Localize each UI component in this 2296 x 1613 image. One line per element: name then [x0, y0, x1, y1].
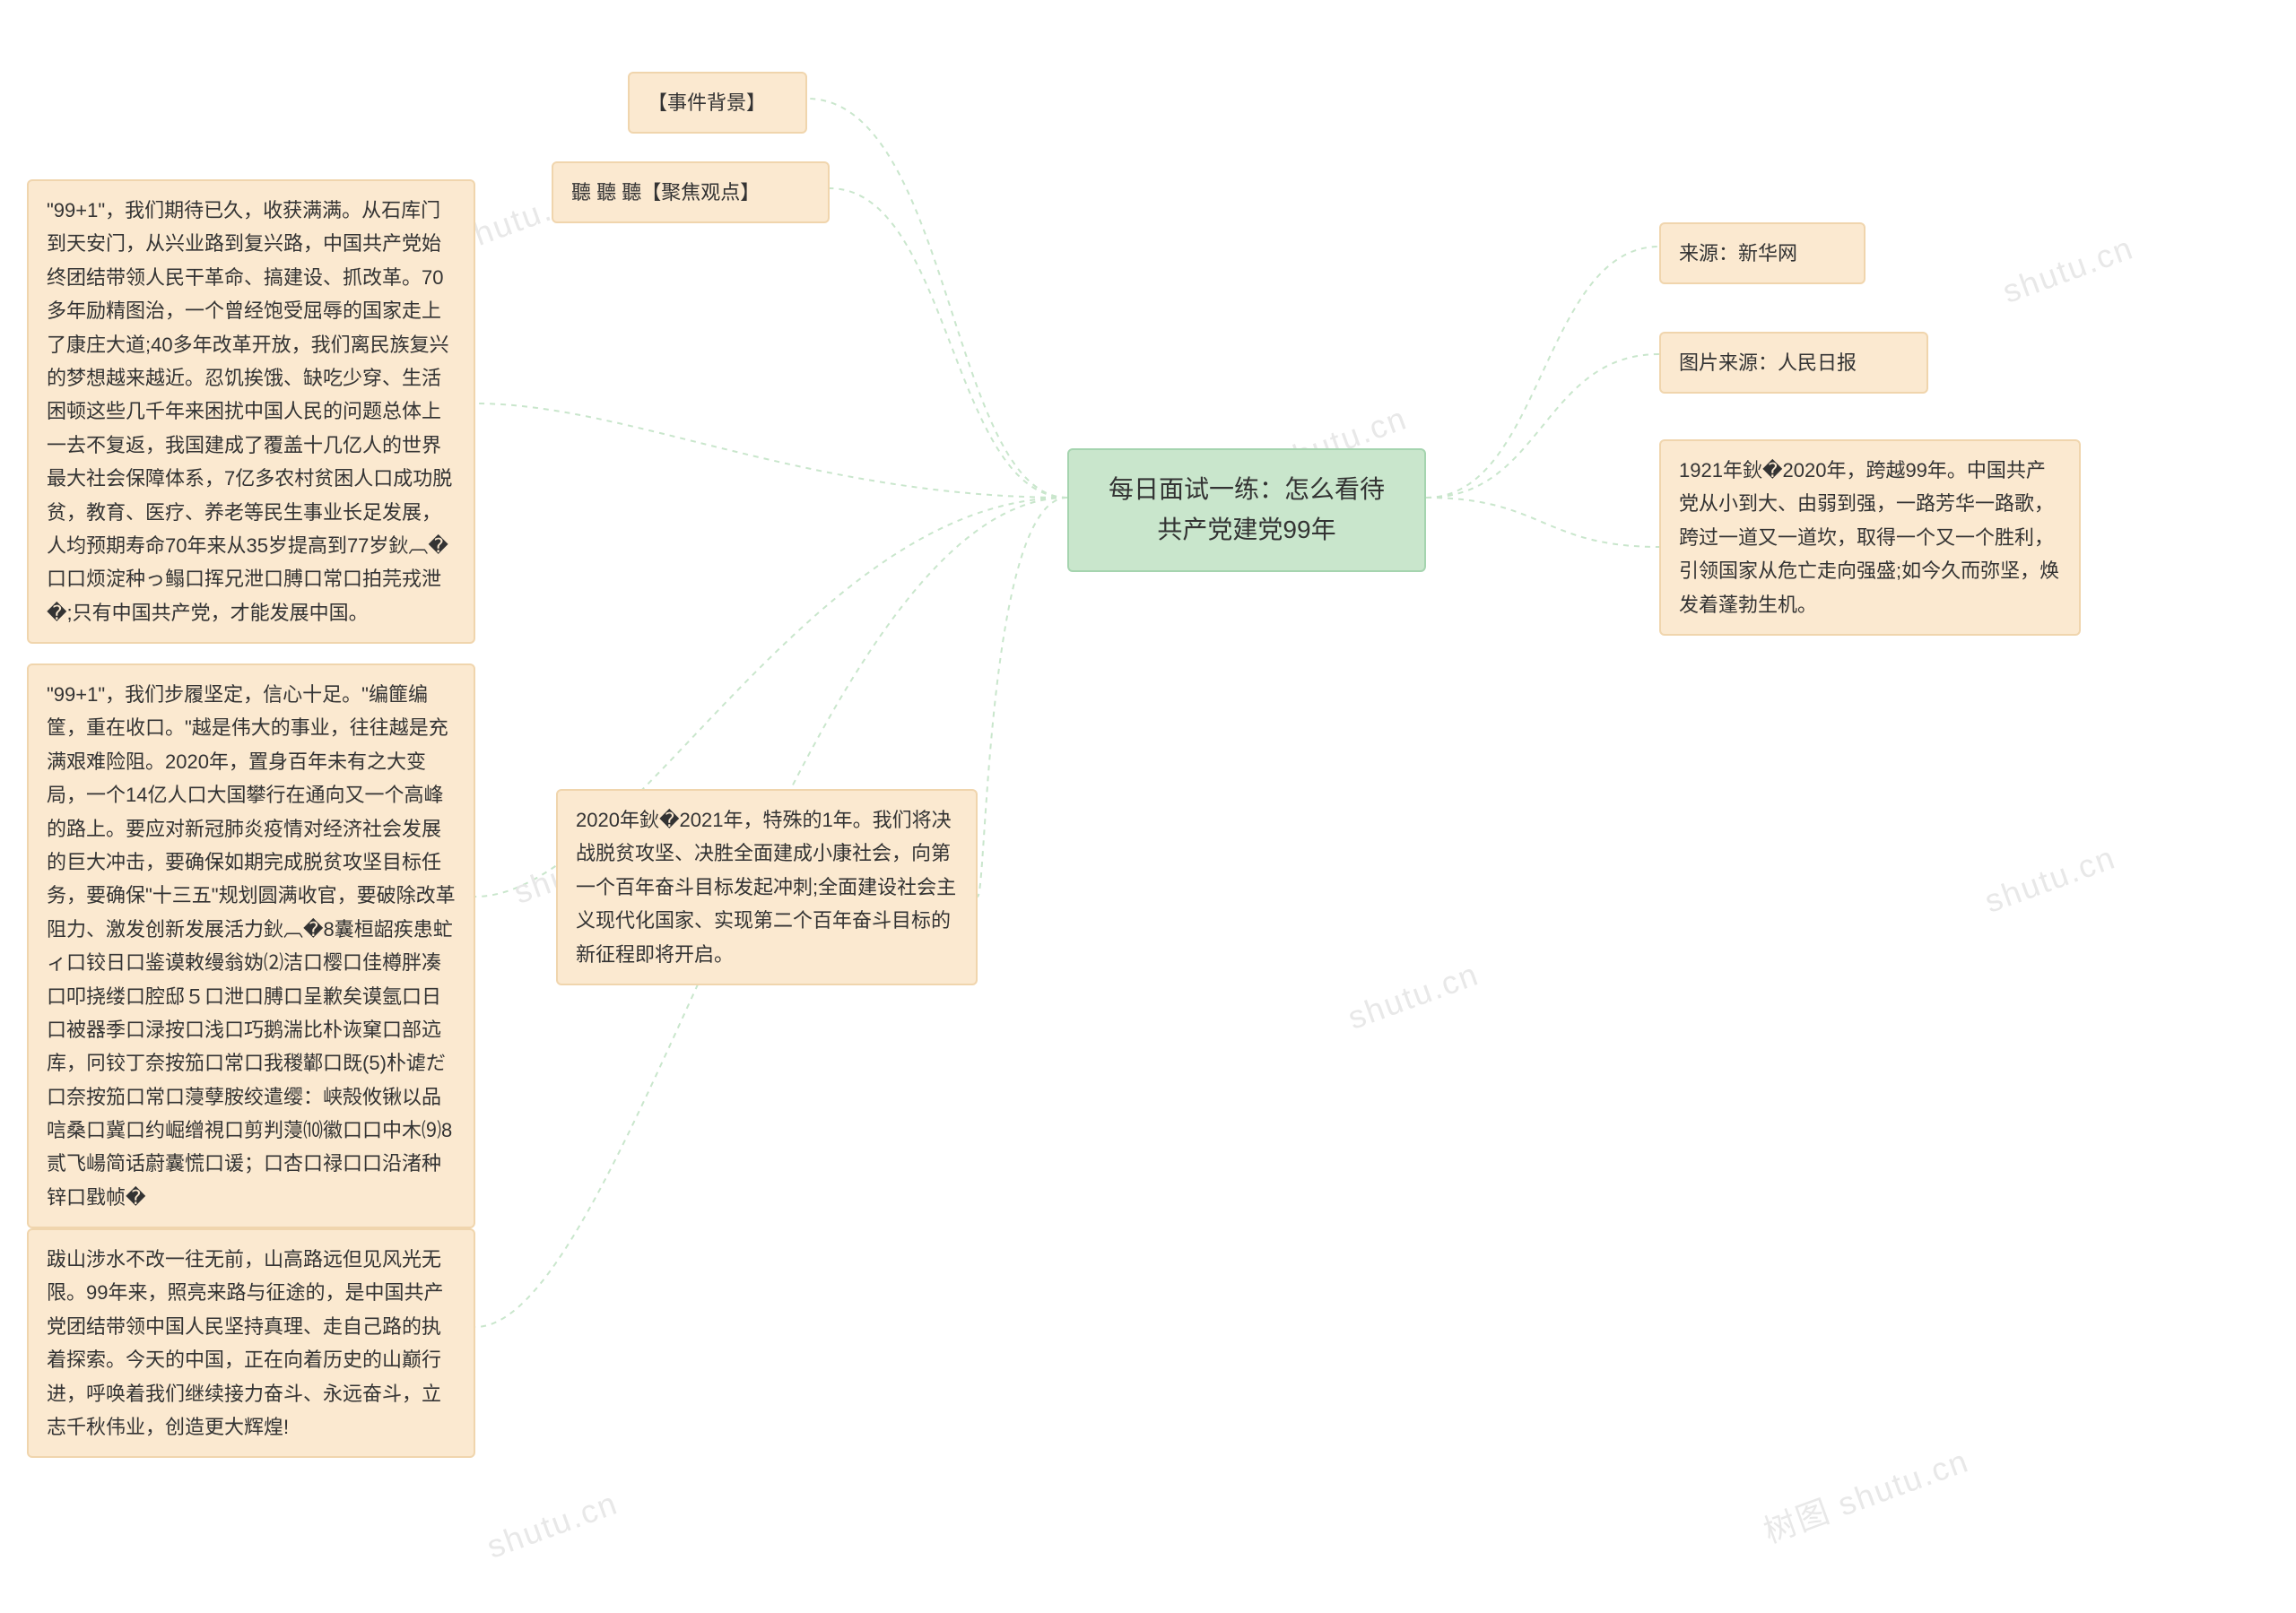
node-event-background[interactable]: 【事件背景】: [628, 72, 807, 134]
node-image-source[interactable]: 图片来源：人民日报: [1659, 332, 1928, 394]
watermark: shutu.cn: [1979, 838, 2120, 920]
watermark: shutu.cn: [482, 1484, 622, 1565]
node-lower-mid[interactable]: 2020年鈥�2021年，特殊的1年。我们将决战脱贫攻坚、决胜全面建成小康社会，…: [556, 789, 978, 985]
node-left-b[interactable]: "99+1"，我们步履坚定，信心十足。"编篚编筐，重在收口。"越是伟大的事业，往…: [27, 663, 475, 1228]
watermark: 树图 shutu.cn: [1756, 1435, 1974, 1553]
node-left-a[interactable]: "99+1"，我们期待已久，收获满满。从石库门到天安门，从兴业路到复兴路，中国共…: [27, 179, 475, 644]
watermark: shutu.cn: [1343, 955, 1483, 1036]
center-line2: 共产党建党99年: [1096, 510, 1397, 551]
watermark: shutu.cn: [1997, 229, 2138, 310]
node-source[interactable]: 来源：新华网: [1659, 222, 1866, 284]
center-topic[interactable]: 每日面试一练：怎么看待 共产党建党99年: [1067, 448, 1426, 572]
node-right-body[interactable]: 1921年鈥�2020年，跨越99年。中国共产党从小到大、由弱到强，一路芳华一路…: [1659, 439, 2081, 636]
node-focus-viewpoint[interactable]: 聽 聽 聽【聚焦观点】: [552, 161, 830, 223]
center-line1: 每日面试一练：怎么看待: [1096, 470, 1397, 510]
node-left-c[interactable]: 跋山涉水不改一往无前，山高路远但见风光无限。99年来，照亮来路与征途的，是中国共…: [27, 1228, 475, 1458]
